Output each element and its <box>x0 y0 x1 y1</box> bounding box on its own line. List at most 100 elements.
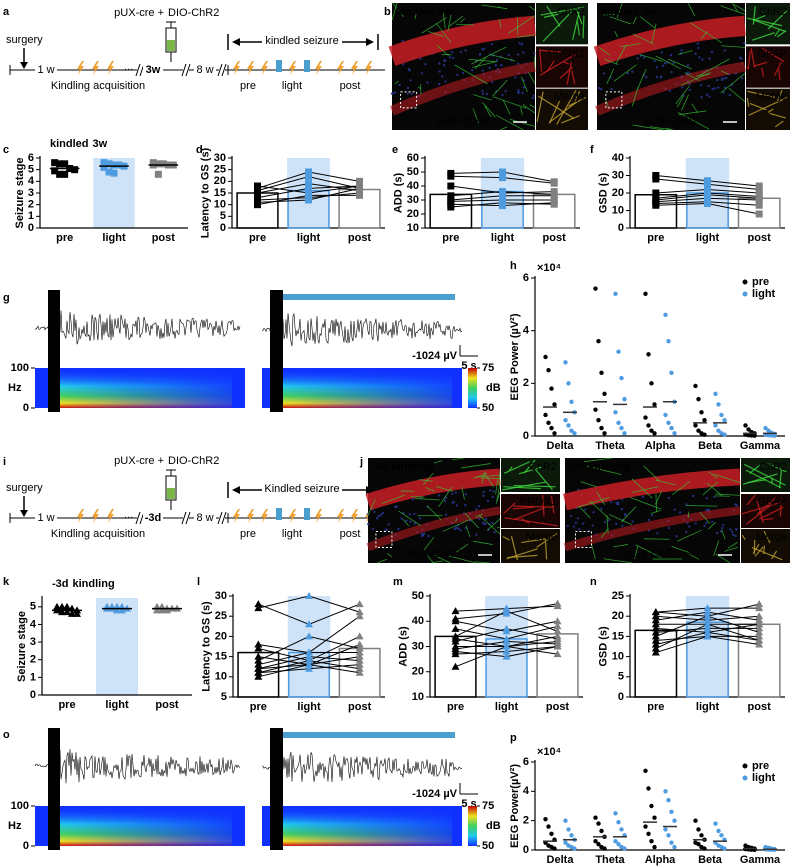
fiber <box>587 465 622 476</box>
nucleus <box>661 64 665 68</box>
y-tick-label: 30 <box>412 640 424 652</box>
cell-layer <box>594 61 746 116</box>
data-point <box>703 632 712 640</box>
nucleus <box>729 528 732 531</box>
inset-texture <box>751 547 783 561</box>
nucleus <box>420 72 424 75</box>
x-tick-label: Delta <box>547 440 575 452</box>
nucleus <box>464 503 467 507</box>
inset-label: GFAP <box>758 48 787 60</box>
y-tick-label: 0 <box>220 222 226 234</box>
bar <box>237 651 280 698</box>
inset-texture <box>548 101 578 124</box>
fiber <box>502 99 511 115</box>
lightning-icon <box>92 61 99 75</box>
data-point <box>693 818 698 823</box>
x-tick-label: pre <box>250 701 267 713</box>
fiber <box>715 493 741 496</box>
label-bg <box>194 512 216 524</box>
fiber <box>474 57 487 69</box>
x-tick-label: pre <box>647 701 664 713</box>
data-point <box>553 622 562 630</box>
label-bg <box>143 512 163 524</box>
nucleus <box>450 492 454 496</box>
y-tick-label: 2 <box>28 199 34 211</box>
y-tick-label: 6 <box>523 272 529 284</box>
data-point <box>622 846 627 851</box>
fiber <box>391 2 398 20</box>
y-tick-label: 5 <box>30 601 36 613</box>
inset-texture <box>747 17 783 27</box>
data-point <box>110 169 118 177</box>
fiber <box>381 494 405 505</box>
nucleus <box>456 73 459 77</box>
label-bg <box>143 64 163 76</box>
light-bar <box>283 732 455 738</box>
data-point <box>622 396 627 402</box>
y-tick-label: 20 <box>215 630 227 642</box>
data-point <box>652 431 657 436</box>
nucleus <box>459 529 462 532</box>
nucleus <box>609 500 613 504</box>
nucleus <box>492 490 495 493</box>
x-tick-label: Alpha <box>645 440 676 452</box>
axis-break <box>181 511 187 525</box>
data-point <box>305 652 313 660</box>
fiber <box>418 479 433 482</box>
inset-texture <box>746 97 750 107</box>
data-point <box>546 824 551 829</box>
nucleus <box>520 43 524 46</box>
data-point <box>755 632 764 640</box>
inset-label: Merge <box>554 91 585 103</box>
data-point <box>447 172 455 180</box>
data-point <box>651 608 660 616</box>
nucleus <box>680 49 683 52</box>
image-caption: pUX-ChR2 <box>625 548 679 560</box>
nucleus <box>464 49 467 52</box>
nucleus <box>488 66 491 70</box>
x-tick-label: Theta <box>595 440 625 452</box>
nucleus <box>482 490 485 494</box>
stim-artifact <box>48 290 60 412</box>
data-point <box>355 632 364 640</box>
data-point <box>672 818 677 823</box>
nucleus <box>688 525 691 528</box>
data-point <box>743 423 748 428</box>
virus-label: DIO-ChR2 <box>168 455 219 467</box>
lightning-icon <box>233 61 240 75</box>
inset-texture <box>753 61 768 67</box>
nucleus <box>452 56 455 60</box>
data-point <box>355 660 364 668</box>
fiber <box>724 546 739 552</box>
legend-marker <box>742 763 748 769</box>
colorbar-label: dB <box>486 820 501 832</box>
nucleus <box>448 56 452 59</box>
inset-texture <box>571 70 576 85</box>
fiber <box>671 481 691 495</box>
y-axis-label: GSD (s) <box>598 626 610 667</box>
data-point <box>696 841 701 847</box>
nucleus <box>522 86 526 89</box>
nucleus <box>592 510 595 514</box>
inset-texture <box>520 517 530 524</box>
nucleus <box>411 498 415 501</box>
data-point <box>646 831 651 837</box>
inset-texture <box>572 12 580 40</box>
data-point <box>254 640 263 648</box>
data-point <box>451 650 460 658</box>
nucleus <box>624 514 627 517</box>
inset-texture <box>513 507 545 521</box>
nucleus <box>475 533 478 536</box>
data-point <box>599 828 604 834</box>
data-point <box>552 431 557 436</box>
data-point <box>451 607 460 615</box>
fiber <box>402 518 410 527</box>
freq-tick-label: 0 <box>23 840 29 852</box>
y-tick-label: 20 <box>612 610 624 622</box>
eeg-trace <box>34 749 241 784</box>
fiber <box>481 4 508 10</box>
data-point <box>719 412 724 418</box>
data-point <box>696 428 701 433</box>
inset-texture <box>762 517 774 521</box>
data-point <box>596 418 601 423</box>
